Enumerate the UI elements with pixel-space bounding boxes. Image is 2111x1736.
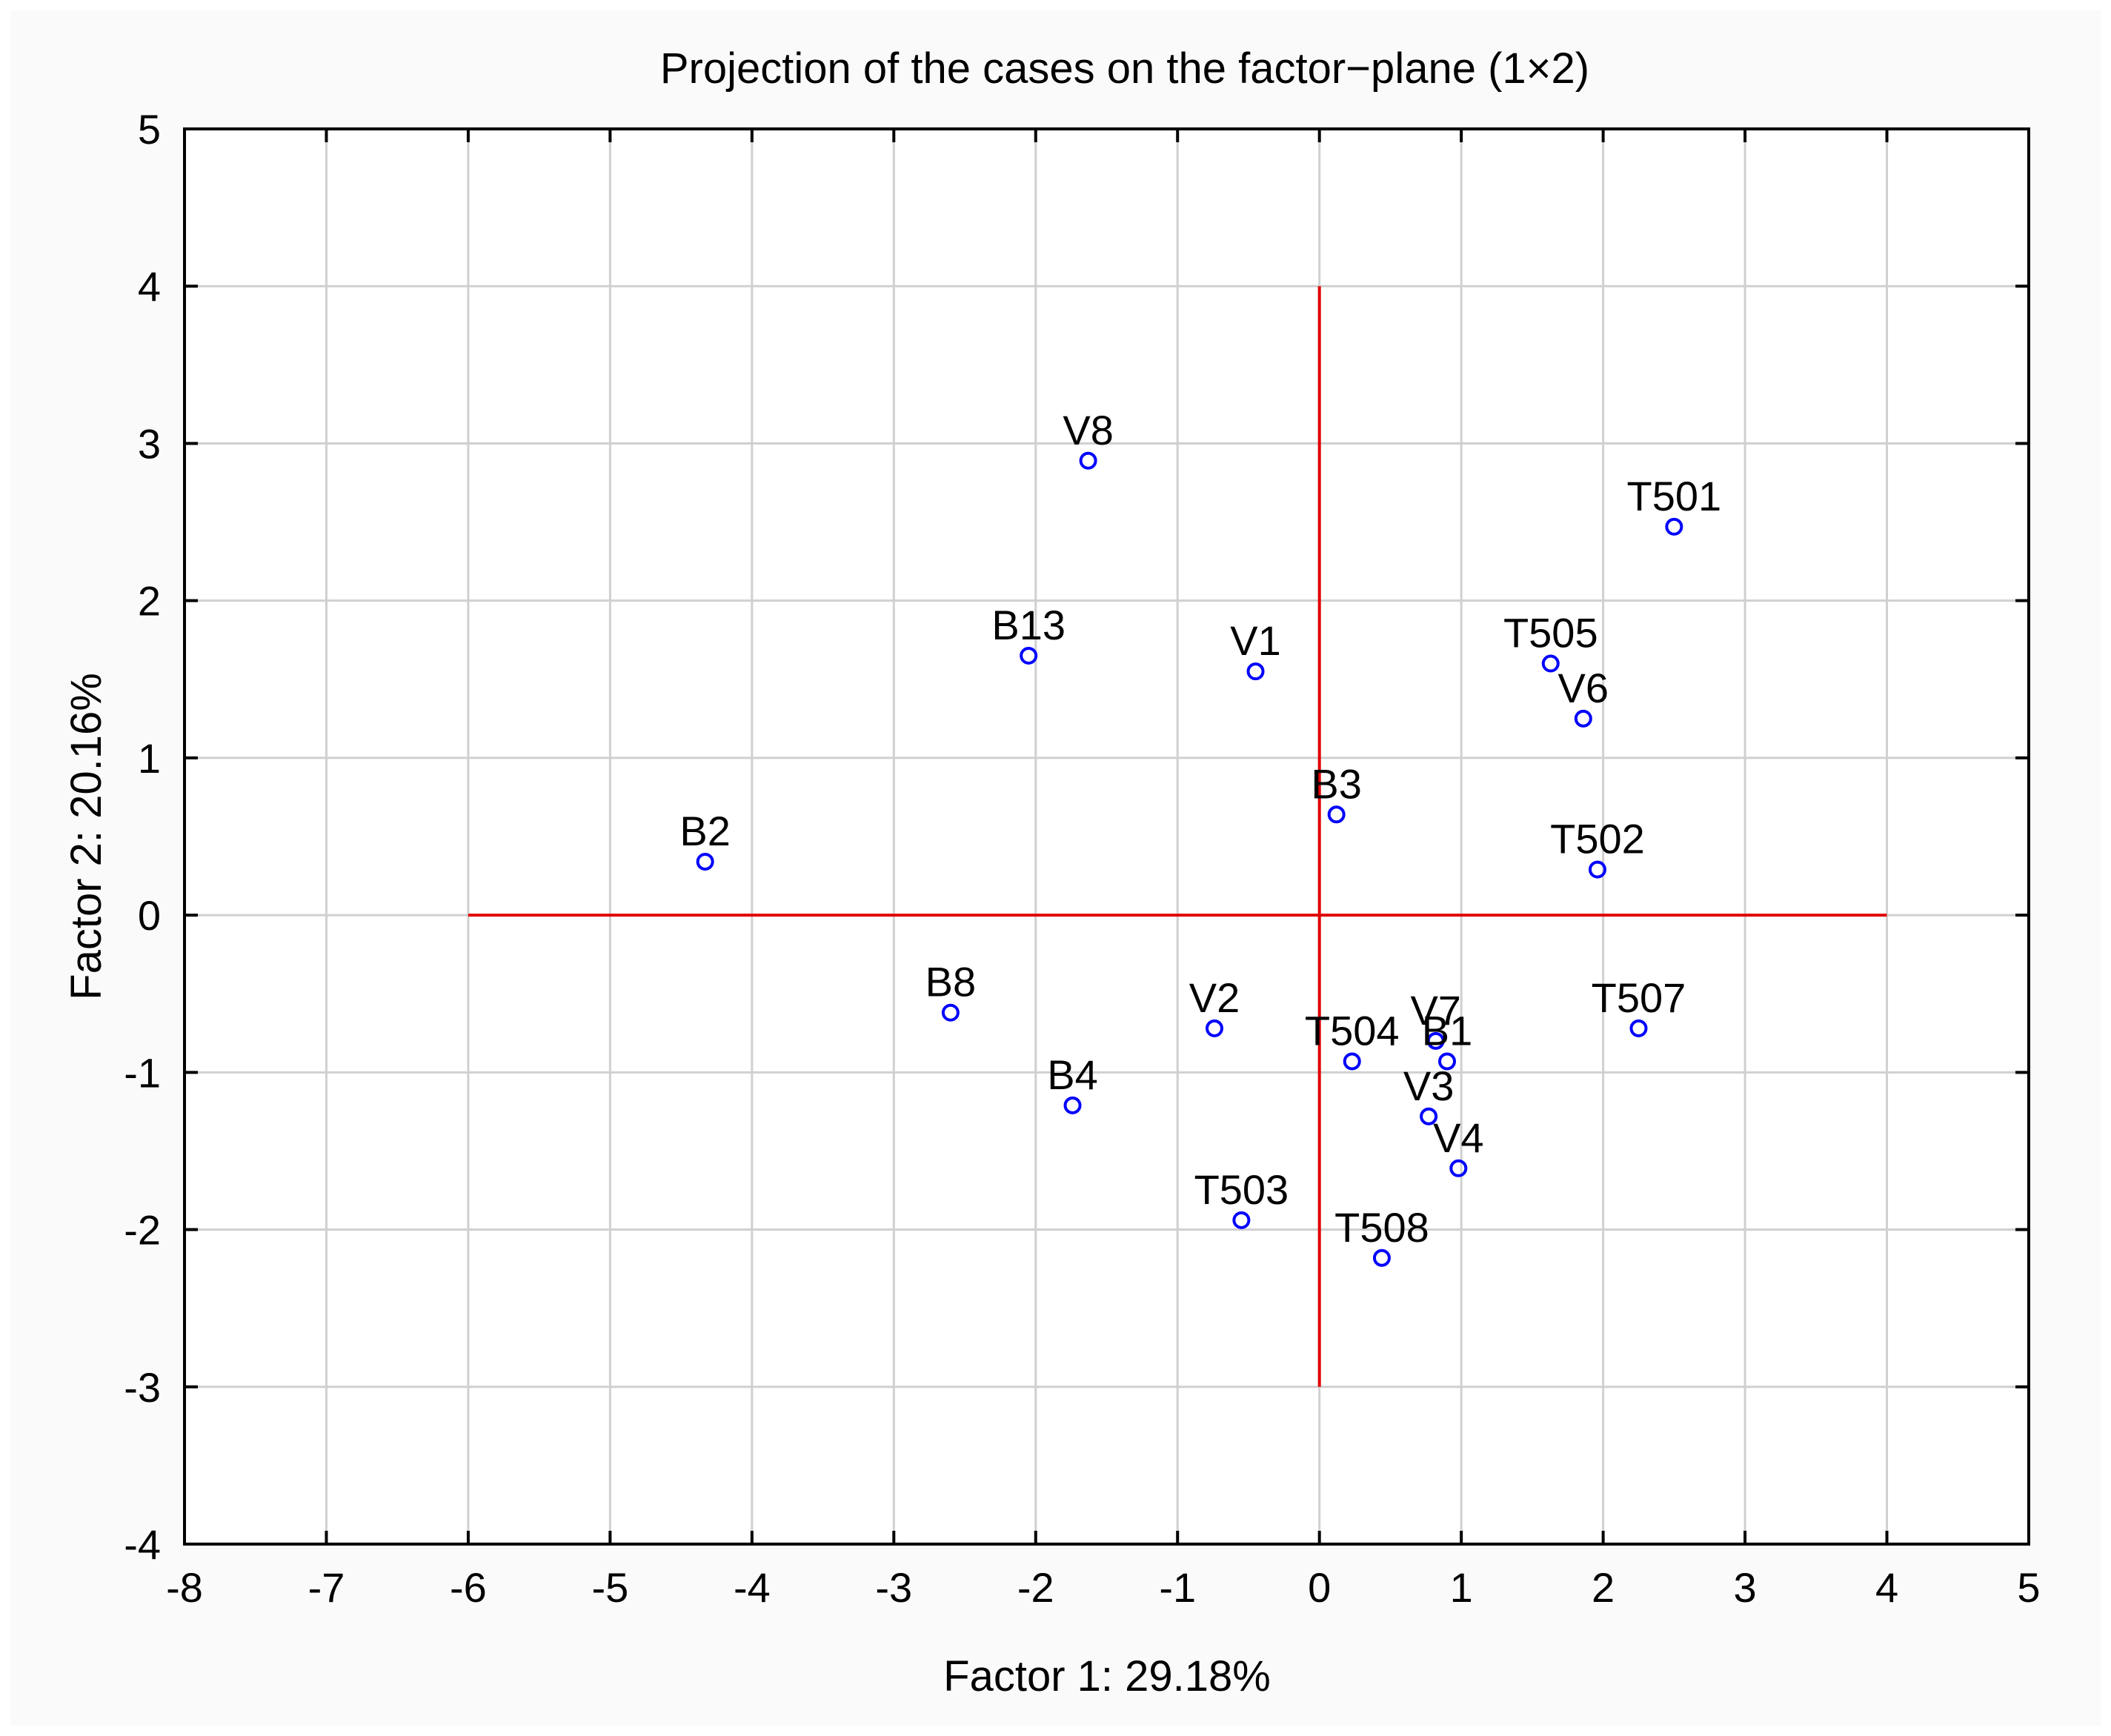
y-tick-label: 0: [138, 892, 161, 939]
point-label: V8: [1063, 407, 1114, 453]
data-point: [1206, 1019, 1224, 1037]
point-label: V7: [1410, 987, 1461, 1034]
data-point: [1438, 1052, 1457, 1071]
plot-area: [184, 129, 2029, 1544]
y-tick-label: 3: [138, 420, 161, 467]
x-tick-label: -5: [591, 1564, 628, 1611]
y-axis-label: Factor 2: 20.16%: [62, 673, 110, 1000]
data-point: [1020, 646, 1038, 665]
y-tick-label: -1: [124, 1049, 161, 1096]
point-label: T508: [1334, 1204, 1429, 1251]
y-tick-label: 5: [138, 106, 161, 153]
x-tick-label: -1: [1159, 1564, 1196, 1611]
point-label: B8: [925, 959, 977, 1005]
data-point: [1426, 1031, 1445, 1050]
data-point: [1246, 662, 1265, 681]
x-tick-label: -3: [875, 1564, 912, 1611]
data-point: [1665, 517, 1683, 536]
data-point: [696, 852, 714, 871]
x-tick-label: 0: [1308, 1564, 1331, 1611]
point-label: V1: [1230, 617, 1281, 664]
data-point: [1574, 709, 1592, 728]
scatter-chart: Projection of the cases on the factor−pl…: [62, 44, 2041, 1700]
x-axis-ticks: -8 -7 -6 -5 -4 -3 -2 -1 0 1 2 3 4 5: [166, 129, 2041, 1611]
point-label: T504: [1305, 1007, 1400, 1054]
point-label: B13: [991, 602, 1066, 648]
point-label: T503: [1194, 1166, 1289, 1213]
y-tick-label: 1: [138, 735, 161, 782]
data-point: [1629, 1019, 1648, 1037]
x-tick-label: 1: [1450, 1564, 1473, 1611]
x-axis-label: Factor 1: 29.18%: [943, 1652, 1271, 1700]
x-tick-label: -7: [308, 1564, 345, 1611]
data-point: [1541, 654, 1560, 673]
point-label: T505: [1503, 610, 1598, 656]
x-tick-label: 5: [2017, 1564, 2040, 1611]
data-point: [1372, 1248, 1391, 1267]
x-tick-label: -8: [166, 1564, 203, 1611]
y-tick-label: -4: [124, 1521, 161, 1568]
point-label: T507: [1592, 974, 1686, 1021]
point-label: B2: [679, 808, 731, 854]
x-tick-label: 2: [1592, 1564, 1615, 1611]
reference-lines: [468, 286, 1887, 1387]
x-tick-label: 4: [1875, 1564, 1898, 1611]
x-tick-label: -4: [734, 1564, 771, 1611]
point-label: B4: [1047, 1051, 1098, 1098]
point-label: T501: [1627, 473, 1722, 519]
point-label: B3: [1311, 760, 1362, 807]
chart-frame: Projection of the cases on the factor−pl…: [10, 10, 2101, 1726]
y-tick-label: -2: [124, 1207, 161, 1254]
point-label: V4: [1433, 1114, 1484, 1161]
chart-title: Projection of the cases on the factor−pl…: [660, 44, 1589, 93]
data-point: [1063, 1096, 1082, 1114]
x-tick-label: 3: [1733, 1564, 1756, 1611]
point-label: T502: [1550, 816, 1645, 862]
point-label: V2: [1189, 974, 1240, 1021]
y-axis-ticks: -4 -3 -2 -1 0 1 2 3 4 5: [124, 106, 2029, 1568]
data-point: [941, 1003, 960, 1022]
point-label: V6: [1558, 665, 1609, 711]
data-point: [1079, 451, 1097, 470]
x-tick-label: -6: [450, 1564, 487, 1611]
data-point: [1420, 1107, 1438, 1125]
y-tick-label: 4: [138, 263, 161, 310]
x-tick-label: -2: [1017, 1564, 1054, 1611]
data-point: [1327, 805, 1346, 824]
point-label: V3: [1403, 1062, 1455, 1109]
y-tick-label: -3: [124, 1364, 161, 1411]
data-point: [1449, 1159, 1468, 1177]
point-label: B1: [1422, 1007, 1473, 1054]
data-point: [1232, 1211, 1251, 1229]
y-tick-label: 2: [138, 578, 161, 625]
data-point: [1343, 1052, 1361, 1071]
data-point: [1588, 860, 1606, 879]
plot-border: [183, 127, 2030, 1546]
